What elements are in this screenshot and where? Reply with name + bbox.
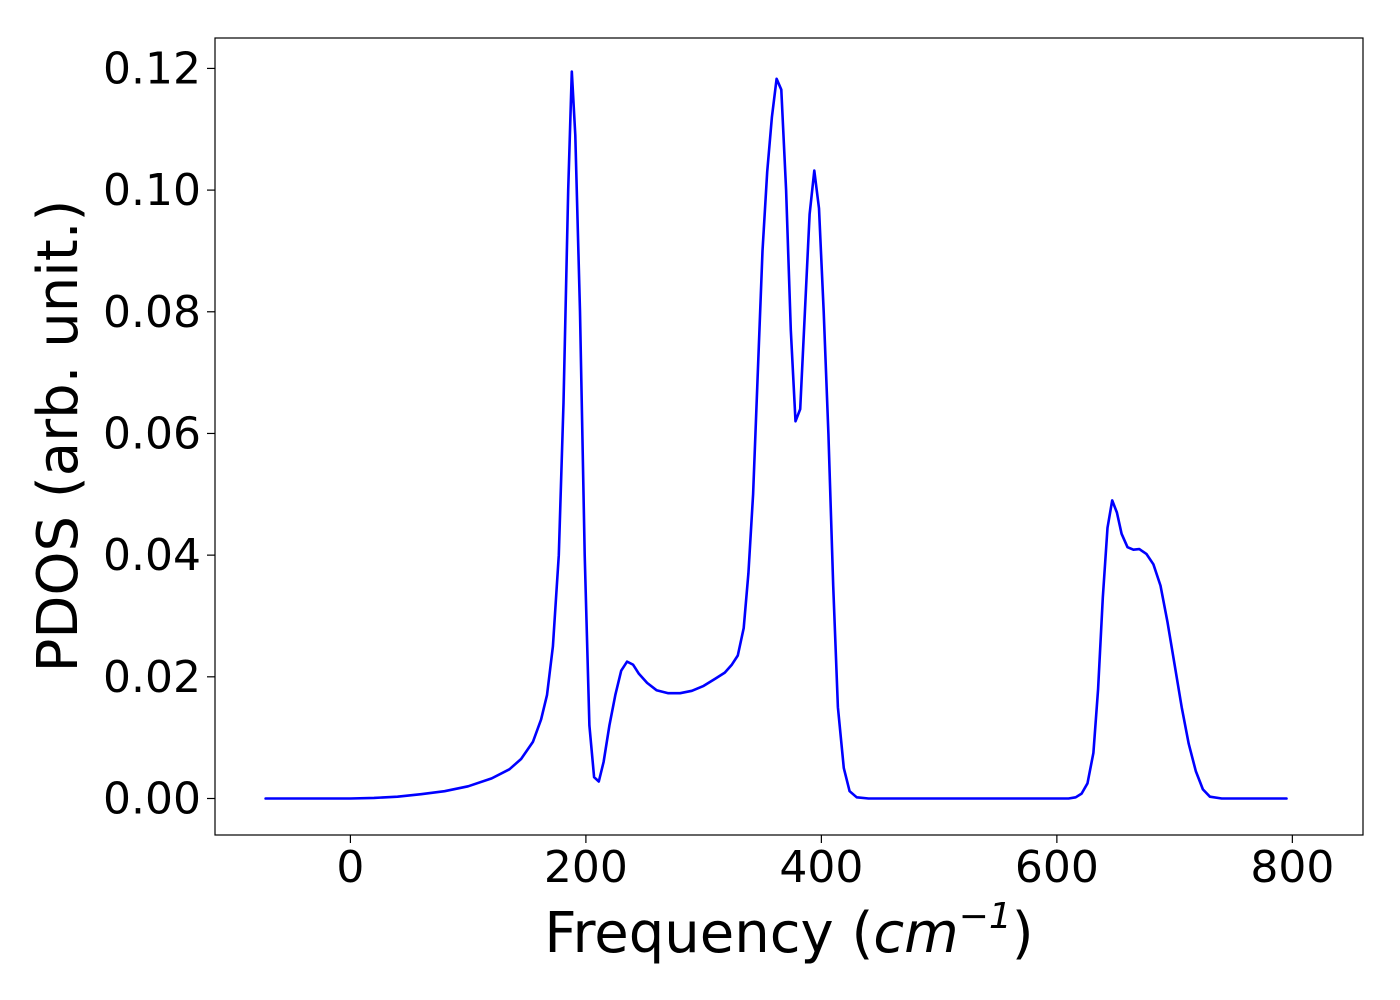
y-axis-ticks: 0.00 0.02 0.04 0.06 0.08 0.10 0.12 [103, 43, 215, 824]
series-group [264, 70, 1288, 800]
plot-area [215, 38, 1363, 835]
x-axis-unit: cm [873, 901, 958, 966]
y-tick-label: 0.12 [103, 43, 201, 94]
x-tick-label: 200 [544, 842, 628, 893]
y-axis-label: PDOS (arb. unit.) [26, 200, 91, 673]
plot-frame [214, 37, 1364, 836]
y-tick-label: 0.00 [103, 773, 201, 824]
x-axis-ticks: 0 200 400 600 800 [336, 835, 1334, 893]
y-tick-label: 0.08 [103, 287, 201, 338]
x-tick-label: 600 [1015, 842, 1099, 893]
x-tick-label: 400 [779, 842, 863, 893]
y-tick-label: 0.02 [103, 652, 201, 703]
y-tick-label: 0.04 [103, 530, 201, 581]
x-tick-label: 800 [1250, 842, 1334, 893]
y-tick-label: 0.10 [103, 165, 201, 216]
x-axis-label: Frequency (cm−1) [544, 896, 1033, 966]
y-tick-label: 0.06 [103, 408, 201, 459]
pdos-series-line [264, 70, 1288, 800]
x-tick-label: 0 [336, 842, 364, 893]
x-axis-unit-exponent: −1 [959, 896, 1012, 937]
